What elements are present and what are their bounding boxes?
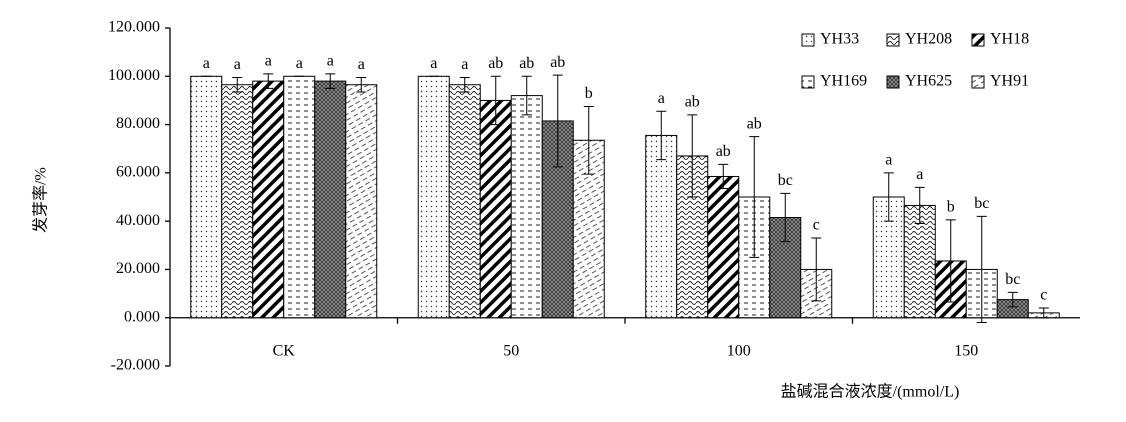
bar bbox=[314, 80, 347, 319]
significance-letter: ab bbox=[747, 115, 762, 132]
x-tick-label: CK bbox=[273, 342, 296, 359]
y-tick-label: 100.000 bbox=[108, 67, 160, 84]
error-bar bbox=[656, 110, 667, 161]
error-bar bbox=[583, 105, 594, 175]
y-tick-label: 60.000 bbox=[116, 164, 160, 181]
error-bar bbox=[811, 237, 822, 302]
legend-label: YH18 bbox=[990, 31, 1029, 48]
bar bbox=[448, 84, 481, 319]
y-tick-label: 0.000 bbox=[124, 308, 160, 325]
legend-label: YH625 bbox=[905, 73, 952, 90]
significance-letter: ab bbox=[685, 94, 700, 111]
bar bbox=[417, 75, 450, 319]
x-tick-label: 50 bbox=[503, 342, 519, 359]
bar bbox=[190, 75, 223, 319]
significance-letter: ab bbox=[550, 54, 565, 71]
error-bar bbox=[687, 114, 698, 198]
legend-swatch bbox=[886, 33, 900, 47]
error-bar bbox=[552, 74, 563, 168]
y-tick-label: 120.000 bbox=[108, 19, 160, 36]
bar bbox=[510, 95, 543, 319]
bar bbox=[707, 175, 740, 319]
error-bar bbox=[521, 75, 532, 116]
bar bbox=[645, 134, 678, 319]
significance-letter: a bbox=[265, 53, 272, 70]
significance-letter: bc bbox=[1005, 271, 1020, 288]
error-bar bbox=[780, 192, 791, 243]
bar bbox=[252, 80, 285, 319]
bar bbox=[479, 99, 512, 319]
error-bar bbox=[945, 219, 956, 303]
x-tick-label: 150 bbox=[954, 342, 978, 359]
error-bar bbox=[490, 75, 501, 126]
bar bbox=[221, 84, 254, 319]
legend-swatch bbox=[971, 75, 985, 89]
error-bar bbox=[263, 73, 274, 89]
error-bar bbox=[883, 172, 894, 222]
y-tick-label: 20.000 bbox=[116, 260, 160, 277]
y-axis-title: 发芽率/% bbox=[32, 167, 50, 233]
x-tick-label: 100 bbox=[727, 342, 751, 359]
significance-letter: a bbox=[658, 90, 665, 107]
significance-letter: b bbox=[585, 85, 593, 102]
significance-letter: c bbox=[1040, 287, 1047, 304]
bar bbox=[345, 84, 378, 319]
significance-letter: c bbox=[813, 217, 820, 234]
significance-letter: a bbox=[296, 55, 303, 72]
significance-letter: a bbox=[885, 152, 892, 169]
significance-letter: ab bbox=[488, 55, 503, 72]
y-tick-label: -20.000 bbox=[111, 357, 160, 374]
x-axis-title: 盐碱混合液浓度/(mmol/L) bbox=[781, 383, 960, 401]
significance-letter: a bbox=[461, 56, 468, 73]
error-bar bbox=[459, 76, 470, 93]
significance-letter: a bbox=[234, 56, 241, 73]
significance-letter: ab bbox=[716, 143, 731, 160]
significance-letter: bc bbox=[974, 195, 989, 212]
significance-letter: bc bbox=[778, 172, 793, 189]
legend-swatch bbox=[801, 75, 815, 89]
legend-label: YH91 bbox=[990, 73, 1029, 90]
significance-letter: a bbox=[358, 56, 365, 73]
error-bar bbox=[356, 76, 367, 93]
error-bar bbox=[976, 215, 987, 324]
significance-letter: b bbox=[947, 199, 955, 216]
significance-letter: a bbox=[327, 53, 334, 70]
legend-label: YH208 bbox=[905, 31, 952, 48]
bar bbox=[283, 75, 316, 319]
legend-label: YH33 bbox=[820, 31, 859, 48]
legend-label: YH169 bbox=[820, 73, 867, 90]
error-bar bbox=[1007, 291, 1018, 308]
significance-letter: a bbox=[916, 166, 923, 183]
error-bar bbox=[914, 186, 925, 225]
y-tick-label: 40.000 bbox=[116, 212, 160, 229]
error-bar bbox=[325, 73, 336, 89]
error-bar bbox=[749, 136, 760, 258]
significance-letter: a bbox=[430, 55, 437, 72]
significance-letter: a bbox=[203, 55, 210, 72]
error-bar bbox=[718, 163, 729, 190]
legend-swatch bbox=[801, 33, 815, 47]
legend-swatch bbox=[971, 33, 985, 47]
y-tick-label: 80.000 bbox=[116, 115, 160, 132]
legend-swatch bbox=[886, 75, 900, 89]
significance-letter: ab bbox=[519, 55, 534, 72]
error-bar bbox=[1038, 307, 1049, 319]
error-bar bbox=[232, 76, 243, 93]
